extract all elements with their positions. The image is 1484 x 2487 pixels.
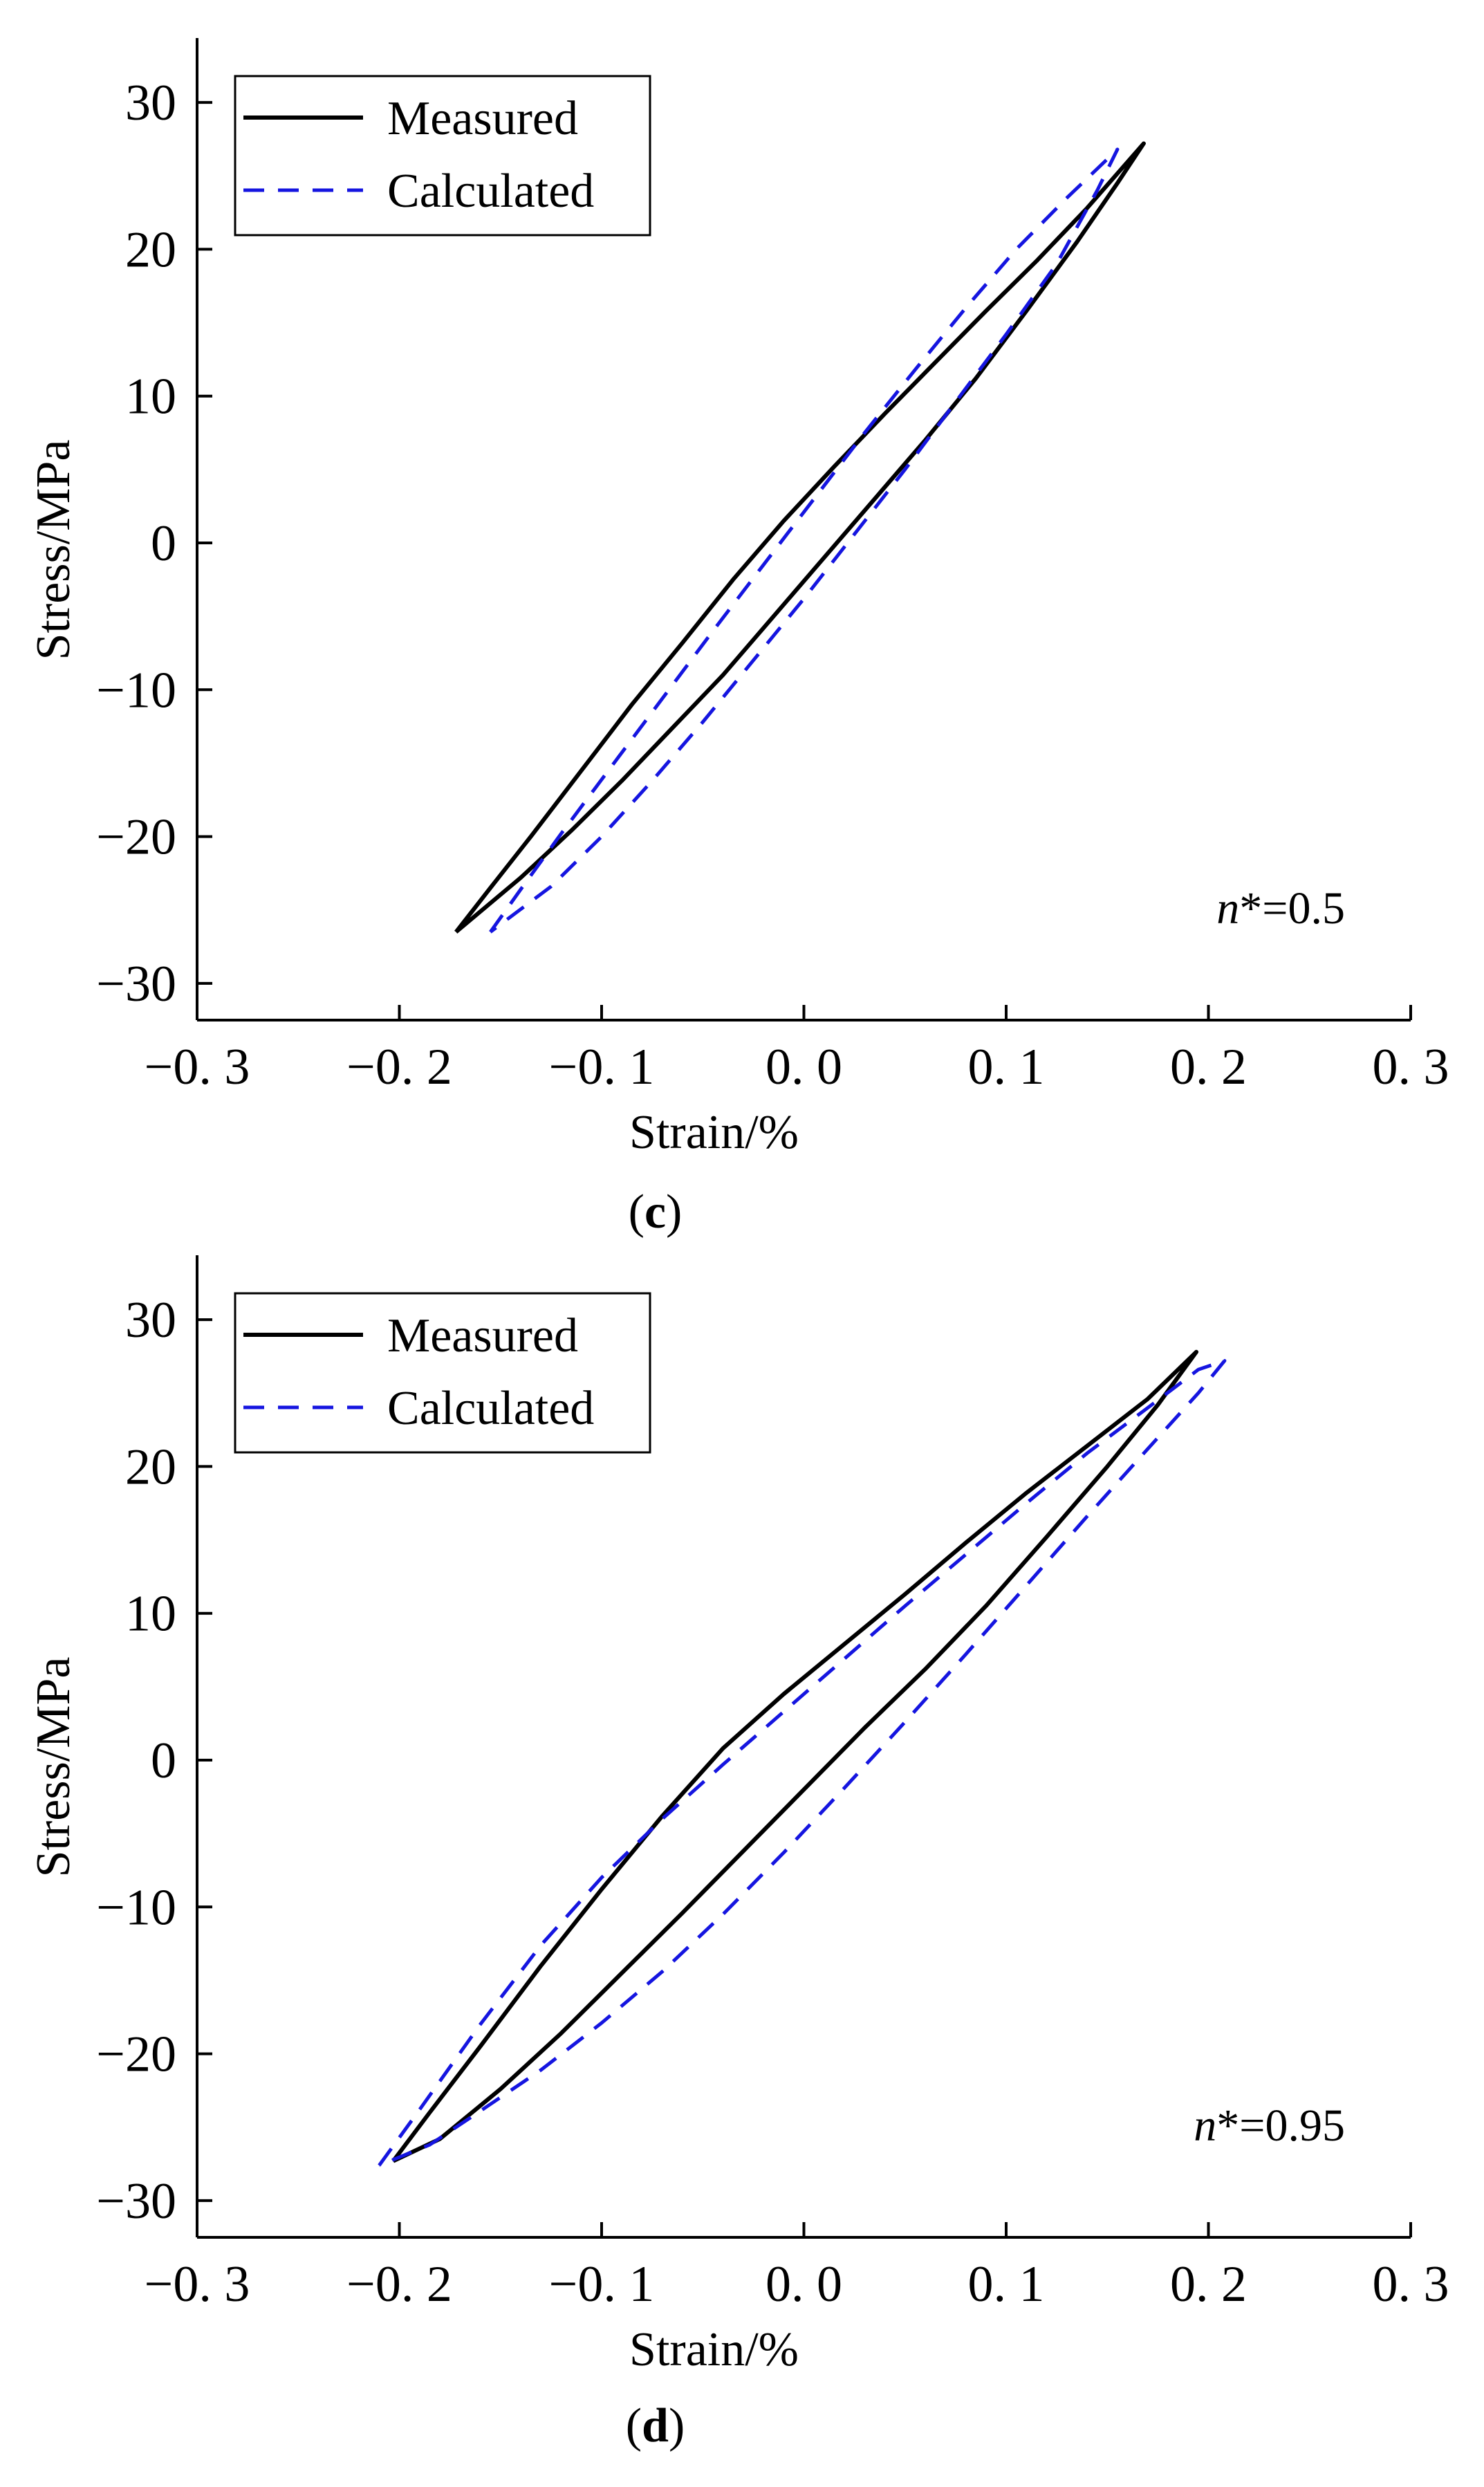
panel-d: 30 20 10 0 −10 −20 −30 −0. 3 −0. 2 −0. 1 0. 0 0. 1 0… (27, 1255, 1449, 2452)
y-tick-label: 20 (125, 221, 176, 278)
y-tick-label: 0 (151, 1732, 176, 1789)
y-tick-label: 30 (125, 1292, 176, 1349)
y-tick-label: 10 (125, 1586, 176, 1643)
annotation-value: *=0.5 (1239, 883, 1345, 934)
y-axis-label: Stress/MPa (27, 1657, 80, 1878)
panel-label-close: ) (666, 1185, 682, 1239)
x-tick-label: 0. 0 (766, 1039, 842, 1095)
legend-label-calculated: Calculated (387, 1382, 594, 1435)
x-tick-label: 0. 3 (1373, 2256, 1449, 2313)
x-tick-label: 0. 2 (1170, 1039, 1247, 1095)
panel-label-letter: c (644, 1185, 666, 1239)
y-axis-label: Stress/MPa (27, 440, 80, 660)
y-tick-label: −30 (96, 956, 176, 1013)
x-tick-label: −0. 3 (145, 1039, 250, 1095)
y-tick-label: 20 (125, 1439, 176, 1495)
panel-label-open: ( (629, 1185, 644, 1239)
x-tick-label: −0. 2 (346, 2256, 452, 2313)
y-tick-label: −10 (96, 662, 176, 719)
y-tick-label: −30 (96, 2173, 176, 2230)
annotation-symbol: n (1216, 883, 1239, 934)
x-tick-label: 0. 2 (1170, 2256, 1247, 2313)
x-tick-label: 0. 3 (1373, 1039, 1449, 1095)
x-tick-label: −0. 2 (346, 1039, 452, 1095)
y-tick-label: 0 (151, 515, 176, 572)
annotation: n*=0.5 (1216, 883, 1345, 934)
annotation: n*=0.95 (1194, 2100, 1345, 2151)
x-axis-label: Strain/% (629, 1106, 799, 1159)
legend-box (234, 1292, 651, 1454)
panel-label: (c) (629, 1185, 683, 1239)
panel-label-close: ) (669, 2399, 685, 2452)
x-tick-label: 0. 0 (766, 2256, 842, 2313)
panel-label-letter: d (642, 2399, 669, 2452)
x-tick-label: 0. 1 (968, 2256, 1045, 2313)
legend-label-calculated: Calculated (387, 165, 594, 218)
panel-c: 30 20 10 0 −10 −20 −30 −0. 3 −0. 2 −0. 1 0. 0 0. 1 0… (27, 38, 1449, 1239)
legend-label-measured: Measured (387, 1309, 578, 1362)
legend: Measured Calculated (234, 1292, 651, 1454)
panel-label: (d) (626, 2399, 685, 2452)
x-tick-label: −0. 1 (549, 1039, 655, 1095)
y-tick-label: −20 (96, 2026, 176, 2083)
annotation-symbol: n (1194, 2100, 1216, 2151)
y-tick-label: −10 (96, 1879, 176, 1936)
series-measured (454, 141, 1146, 934)
x-axis-label: Strain/% (629, 2323, 799, 2376)
x-tick-label: −0. 3 (145, 2256, 250, 2313)
x-tick-label: −0. 1 (549, 2256, 655, 2313)
panel-label-open: ( (626, 2399, 642, 2452)
series-measured (391, 1349, 1198, 2163)
legend-label-measured: Measured (387, 92, 578, 145)
y-tick-label: 10 (125, 369, 176, 425)
x-tick-label: 0. 1 (968, 1039, 1045, 1095)
legend: Measured Calculated (234, 75, 651, 237)
annotation-value: *=0.95 (1216, 2100, 1345, 2151)
series-calculated (489, 147, 1120, 934)
series-calculated (378, 1359, 1227, 2167)
y-tick-label: 30 (125, 75, 176, 131)
y-tick-label: −20 (96, 809, 176, 866)
legend-box (234, 75, 651, 237)
